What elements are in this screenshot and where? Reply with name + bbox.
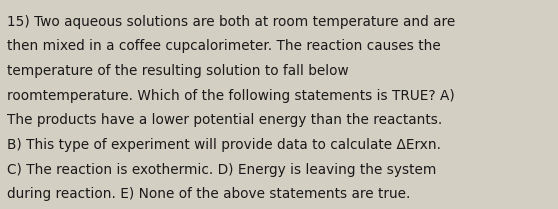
- Text: C) The reaction is exothermic. D) Energy is leaving the system: C) The reaction is exothermic. D) Energy…: [7, 163, 436, 177]
- Text: B) This type of experiment will provide data to calculate ΔErxn.: B) This type of experiment will provide …: [7, 138, 441, 152]
- Text: then mixed in a coffee cupcalorimeter. The reaction causes the: then mixed in a coffee cupcalorimeter. T…: [7, 39, 440, 53]
- Text: 15) Two aqueous solutions are both at room temperature and are: 15) Two aqueous solutions are both at ro…: [7, 15, 455, 29]
- Text: during reaction. E) None of the above statements are true.: during reaction. E) None of the above st…: [7, 187, 410, 201]
- Text: The products have a lower potential energy than the reactants.: The products have a lower potential ener…: [7, 113, 442, 127]
- Text: roomtemperature. Which of the following statements is TRUE? A): roomtemperature. Which of the following …: [7, 89, 454, 103]
- Text: temperature of the resulting solution to fall below: temperature of the resulting solution to…: [7, 64, 348, 78]
